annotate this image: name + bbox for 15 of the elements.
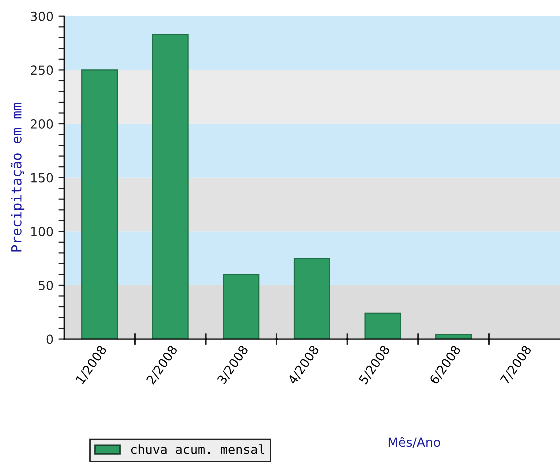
- y-tick-label: 200: [31, 119, 54, 129]
- legend-label: chuva acum. mensal: [131, 444, 264, 454]
- y-axis-title: Precipitação em mm: [10, 103, 25, 252]
- bar: [223, 274, 260, 340]
- bar: [82, 70, 118, 340]
- bar: [152, 34, 189, 340]
- bar: [294, 258, 330, 340]
- y-tick-label: 50: [39, 280, 54, 290]
- y-tick-label: 250: [31, 66, 54, 76]
- y-tick-label: 100: [31, 227, 54, 237]
- bar: [364, 312, 402, 340]
- y-tick-label: 150: [31, 173, 54, 183]
- y-tick-label: 300: [31, 12, 54, 22]
- x-axis-title: Mês/Ano: [388, 436, 440, 448]
- y-tick-label: 0: [46, 334, 54, 344]
